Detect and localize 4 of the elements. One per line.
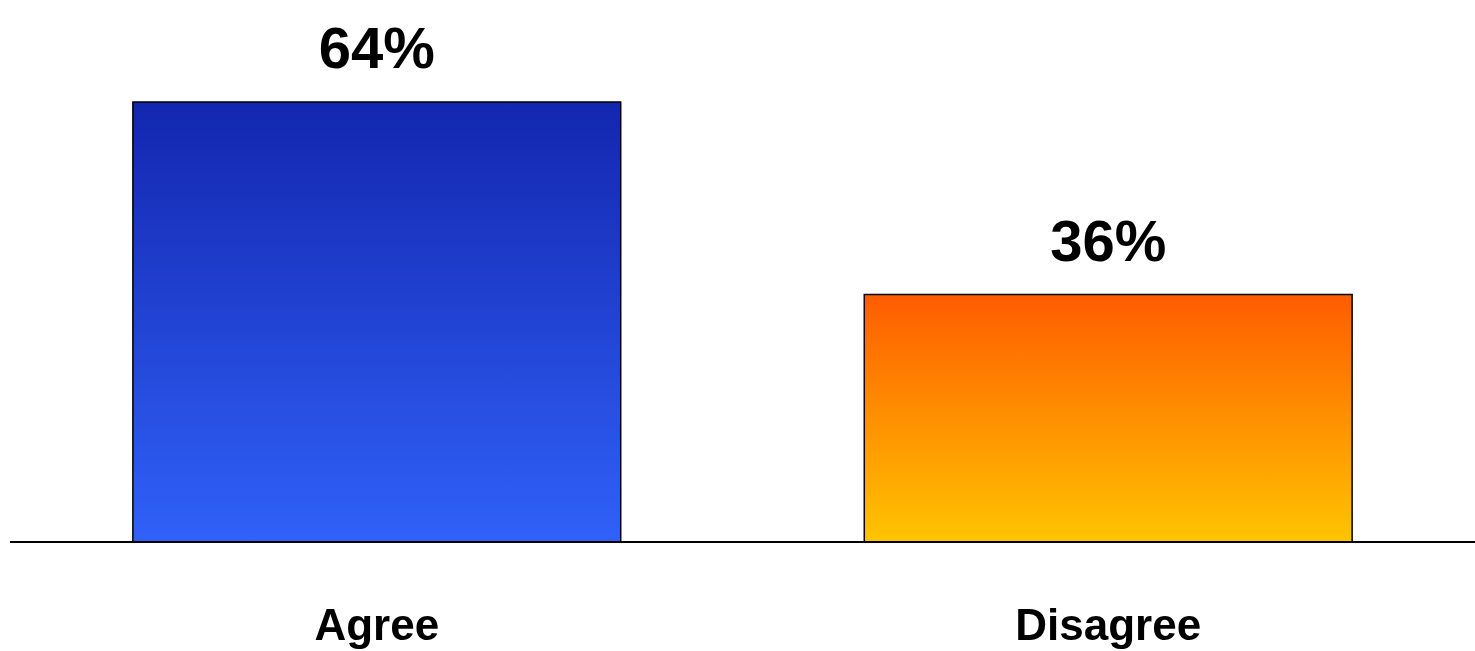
- data-label: 36%: [1050, 207, 1167, 273]
- data-label: 64%: [318, 15, 435, 80]
- x-tick-label: Disagree: [1015, 600, 1202, 649]
- x-tick-label: Agree: [314, 600, 440, 649]
